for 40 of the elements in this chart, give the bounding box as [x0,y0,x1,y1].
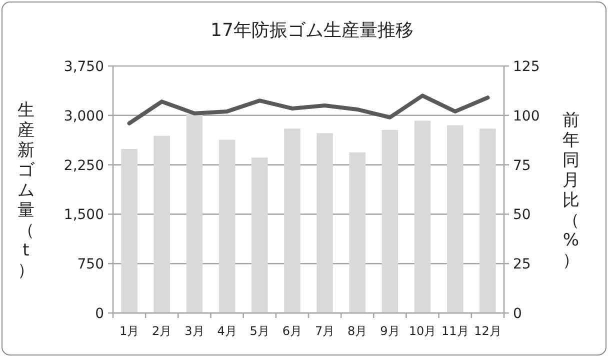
bar [154,136,170,313]
y-tick-label: 0 [95,306,104,322]
x-tick-label: 3月 [184,324,204,338]
x-tick-label: 8月 [348,324,368,338]
y-tick-label: 750 [77,256,104,273]
y2-tick-label: 75 [513,158,531,174]
x-tick-label: 6月 [282,324,302,338]
x-tick-label: 2月 [152,324,172,338]
y2-tick-label: 125 [513,59,540,75]
bar [414,120,431,313]
x-tick-label: 1月 [119,324,140,338]
y-tick-label: 3,750 [64,59,104,75]
y-tick-label: 3,000 [64,108,104,124]
y-tick-label: 1,500 [64,207,104,224]
y2-tick-label: 25 [513,256,531,273]
bar [218,140,236,313]
bar [186,114,203,313]
y2-tick-label: 0 [513,306,522,322]
line-series [127,94,490,126]
x-tick-label: 11月 [441,324,469,338]
y-tick-label: 2,250 [64,158,104,174]
text: 生産新ゴム量（t） [18,100,34,280]
chart-title: 17年防振ゴム生産量推移 [210,20,414,41]
bar [121,148,138,313]
x-tick-label: 7月 [314,324,335,338]
y2-tick-label: 50 [513,207,531,224]
x-tick-label: 10月 [408,324,436,338]
x-tick-label: 5月 [250,324,270,338]
bar [316,133,333,313]
x-tick-label: 4月 [217,324,237,338]
y2-axis-title: 前年同月比（%） [562,110,580,270]
bar [480,128,496,313]
y2-tick-label: 100 [513,108,540,124]
bar [382,130,398,313]
bar [446,125,464,313]
x-tick-label: 12月 [474,324,502,338]
bar [251,158,268,313]
bar [349,152,366,313]
x-tick-label: 9月 [380,324,400,338]
bar [284,128,300,313]
